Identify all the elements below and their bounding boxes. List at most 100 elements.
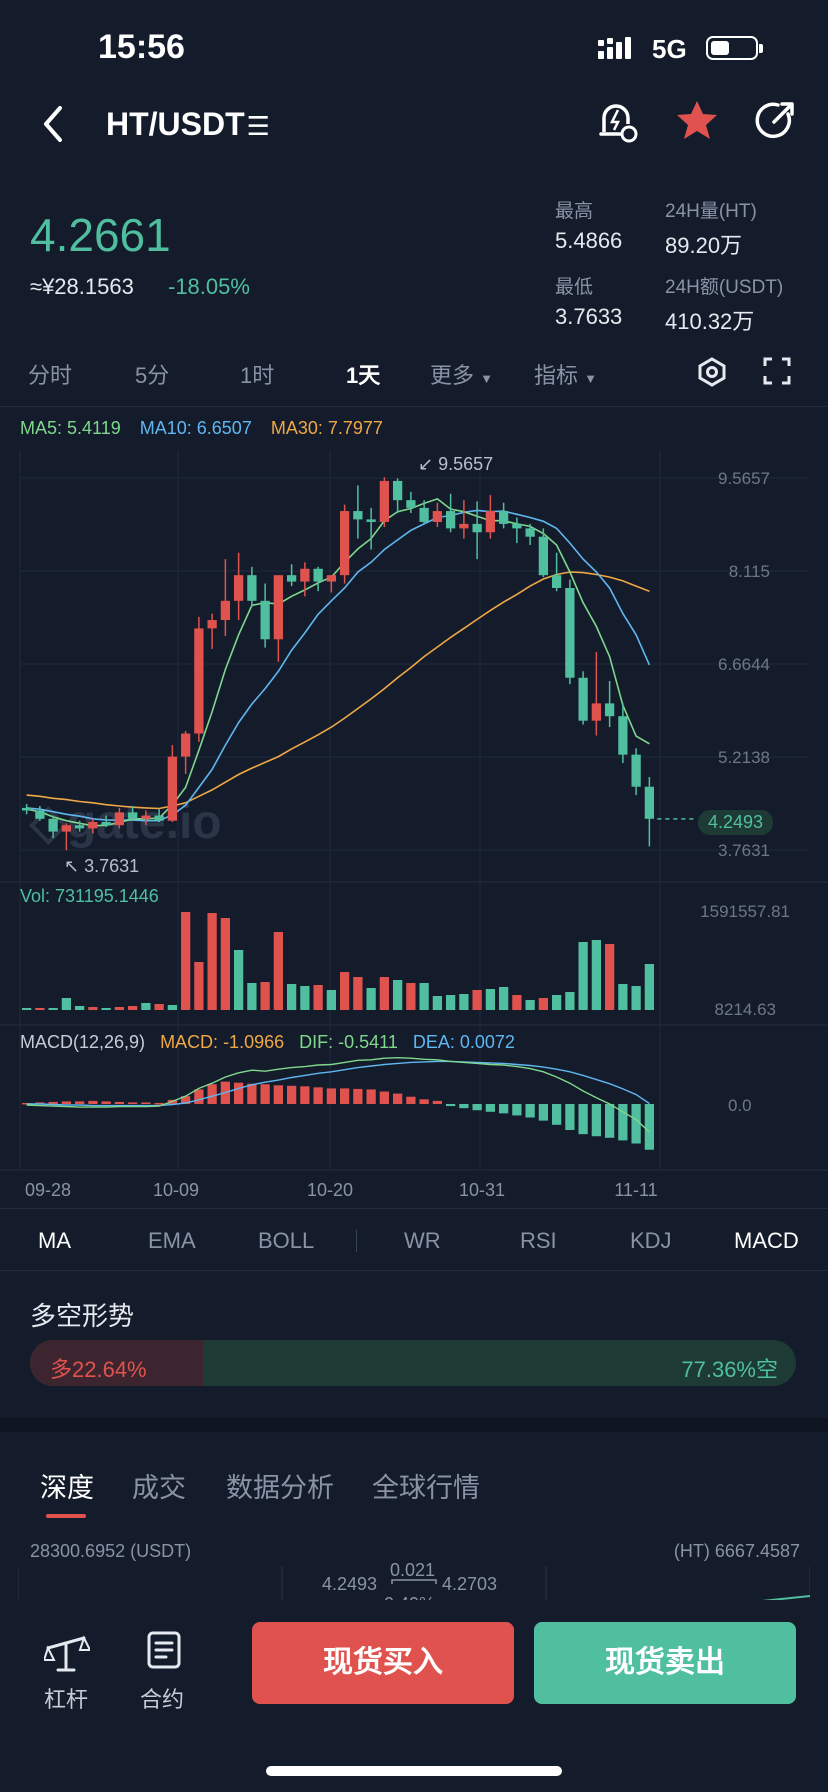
low-marker-value: 3.7631 xyxy=(84,856,140,876)
candle-body xyxy=(101,821,111,826)
candle-body xyxy=(379,480,390,522)
tab-depth[interactable]: 深度 xyxy=(40,1473,94,1503)
chart-settings-icon[interactable] xyxy=(696,356,728,388)
macd-histogram-bar xyxy=(35,1102,45,1104)
candle xyxy=(313,566,323,592)
candle-body xyxy=(154,815,164,821)
volume-bar xyxy=(353,977,363,1010)
volume-bar xyxy=(220,918,231,1010)
volume-bar xyxy=(114,1007,125,1010)
timeframe-tabs: 分时 5分 1时 1天 更多 ▼ 指标 ▼ xyxy=(0,356,828,408)
indicator-selector: MA EMA BOLL WR RSI KDJ MACD xyxy=(0,1210,828,1270)
candle xyxy=(207,613,217,649)
candles xyxy=(21,477,694,851)
macd-histogram-bar xyxy=(74,1101,85,1104)
candle-body xyxy=(498,511,509,524)
kline-chart[interactable]: ◇gate.io 9.5657 8.115 6.6644 5.2138 3.7631 0… xyxy=(0,440,828,1210)
candle xyxy=(459,500,469,539)
macd-histogram-bar xyxy=(154,1102,164,1105)
share-icon[interactable] xyxy=(752,98,798,144)
volume-bar xyxy=(35,1008,45,1010)
indicator-wr[interactable]: WR xyxy=(404,1228,441,1253)
macd-histogram-bar xyxy=(604,1104,615,1138)
tab-trades[interactable]: 成交 xyxy=(132,1473,186,1503)
tab-timeshare[interactable]: 分时 xyxy=(28,363,73,388)
leverage-label[interactable]: 杠杆 xyxy=(44,1687,89,1712)
high-value: 5.4866 xyxy=(555,228,623,253)
indicator-rsi[interactable]: RSI xyxy=(520,1228,557,1253)
tab-5min[interactable]: 5分 xyxy=(135,363,170,388)
volume-bar xyxy=(167,1005,178,1010)
fullscreen-icon[interactable] xyxy=(762,356,792,386)
candle xyxy=(300,562,310,597)
signal-icon xyxy=(598,37,631,59)
candle-body xyxy=(459,523,469,529)
macd-histogram-bar xyxy=(432,1100,443,1104)
volume-bar xyxy=(313,985,323,1010)
indicator-macd[interactable]: MACD xyxy=(734,1228,799,1253)
tab-1day[interactable]: 1天 xyxy=(346,363,381,388)
volume-bar xyxy=(61,998,72,1010)
contract-doc-icon xyxy=(147,1631,181,1669)
tab-global-market[interactable]: 全球行情 xyxy=(372,1473,480,1503)
volume-bar xyxy=(273,932,284,1010)
candle-body xyxy=(48,818,58,832)
candle xyxy=(419,500,429,524)
candle xyxy=(379,477,390,528)
high-marker-value: 9.5657 xyxy=(438,454,494,474)
home-indicator xyxy=(266,1766,562,1776)
candle xyxy=(233,552,244,621)
candle-body xyxy=(61,825,72,832)
indicator-ma[interactable]: MA xyxy=(38,1228,71,1253)
long-portion xyxy=(30,1340,204,1386)
last-price-tag: 4.2493 xyxy=(698,810,774,835)
indicator-boll[interactable]: BOLL xyxy=(258,1228,315,1253)
indicator-kdj[interactable]: KDJ xyxy=(630,1228,672,1253)
y-tick-label: 5.2138 xyxy=(718,748,770,767)
price-alert-icon[interactable] xyxy=(596,98,640,146)
candle xyxy=(472,501,482,560)
candle xyxy=(74,820,85,832)
macd-histogram-bar xyxy=(631,1104,641,1144)
contract-label[interactable]: 合约 xyxy=(140,1687,185,1712)
candle-body xyxy=(419,507,429,522)
back-arrow-icon[interactable] xyxy=(38,104,68,144)
amount-24h-value: 410.32万 xyxy=(665,309,755,334)
macd-histogram-bar xyxy=(141,1102,151,1104)
chevron-down-icon: ▼ xyxy=(480,371,494,386)
spot-sell-button[interactable]: 现货卖出 xyxy=(534,1622,796,1704)
volume-bar xyxy=(366,988,376,1010)
pair-title[interactable]: HT/USDT☰ xyxy=(106,106,270,143)
candle-body xyxy=(194,628,204,734)
candle-body xyxy=(512,523,522,529)
active-tab-indicator xyxy=(46,1514,86,1518)
macd-title: MACD(12,26,9) xyxy=(20,1032,146,1052)
tab-indicators[interactable]: 指标 ▼ xyxy=(534,358,597,390)
low-marker: ↖ 3.7631 xyxy=(64,856,140,876)
volume-bar xyxy=(591,940,602,1010)
candle xyxy=(406,491,416,513)
macd-histogram-bar xyxy=(392,1093,403,1104)
tab-1hour[interactable]: 1时 xyxy=(240,363,275,388)
candle-body xyxy=(432,511,443,522)
macd-histogram-bar xyxy=(207,1084,217,1104)
candle xyxy=(154,809,164,822)
long-percent: 多22.64% xyxy=(50,1357,147,1382)
indicator-divider xyxy=(356,1230,357,1252)
candle-body xyxy=(485,511,496,533)
candle xyxy=(260,583,270,648)
last-price: 4.2661 xyxy=(30,209,171,261)
volume-bar xyxy=(180,912,191,1010)
candle-body xyxy=(366,519,376,522)
spot-buy-button[interactable]: 现货买入 xyxy=(252,1622,514,1704)
candle-body xyxy=(114,812,125,826)
candle-body xyxy=(618,716,628,755)
x-tick-label: 10-09 xyxy=(153,1180,199,1200)
tab-data-analysis[interactable]: 数据分析 xyxy=(226,1473,334,1503)
volume-bar xyxy=(154,1004,164,1010)
candle-body xyxy=(445,511,456,529)
favorite-star-icon[interactable] xyxy=(674,98,720,144)
volume-bar xyxy=(432,996,443,1010)
tab-more[interactable]: 更多 ▼ xyxy=(430,358,493,390)
indicator-ema[interactable]: EMA xyxy=(148,1228,196,1253)
